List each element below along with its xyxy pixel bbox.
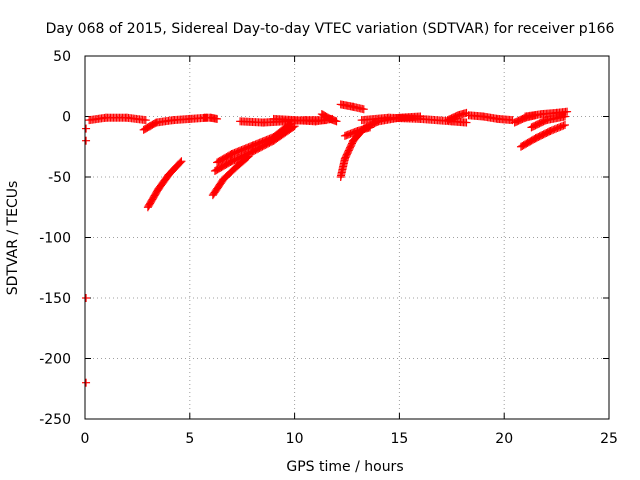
series-track-19 — [516, 120, 569, 151]
x-tick-label: 15 — [390, 431, 408, 447]
series-outlier-2 — [82, 136, 91, 145]
x-tick-labels: 0 5 10 15 20 25 — [81, 431, 618, 447]
y-tick-label: 50 — [53, 49, 71, 65]
series-track-21 — [521, 107, 572, 121]
data-points — [82, 100, 572, 387]
series-outlier-4 — [82, 378, 91, 387]
series-track-16 — [443, 108, 471, 125]
series-track-05 — [200, 113, 222, 123]
series-track-06 — [208, 152, 253, 200]
y-tick-label: -150 — [39, 291, 71, 307]
series-track-08 — [213, 119, 295, 167]
grid-lines — [85, 56, 609, 419]
x-tick-label: 10 — [286, 431, 304, 447]
y-axis-label: SDTVAR / TECUs — [5, 181, 21, 296]
x-axis-label: GPS time / hours — [286, 459, 403, 475]
chart-title: Day 068 of 2015, Sidereal Day-to-day VTE… — [46, 21, 615, 37]
series-track-04 — [152, 113, 211, 127]
series-track-13 — [336, 100, 368, 114]
series-outlier-3 — [82, 294, 91, 302]
series-track-17 — [464, 111, 517, 125]
y-tick-label: -50 — [48, 170, 71, 186]
axis-ticks — [84, 55, 610, 420]
plot-frame — [84, 55, 610, 420]
y-tick-label: 0 — [62, 110, 71, 126]
series-track-11 — [317, 110, 341, 126]
x-tick-label: 5 — [185, 431, 194, 447]
series-outlier-1 — [82, 124, 91, 133]
y-tick-label: -250 — [39, 412, 71, 428]
series-track-12 — [336, 112, 425, 181]
x-tick-label: 20 — [495, 431, 513, 447]
x-tick-label: 25 — [600, 431, 618, 447]
series-track-01 — [85, 113, 150, 125]
series-track-07 — [210, 122, 299, 175]
y-tick-labels: 50 0 -50 -100 -150 -200 -250 — [39, 49, 71, 428]
series-track-03 — [143, 157, 186, 212]
series-track-14 — [340, 123, 375, 140]
x-tick-label: 0 — [81, 431, 90, 447]
y-tick-label: -200 — [39, 352, 71, 368]
y-tick-label: -100 — [39, 231, 71, 247]
